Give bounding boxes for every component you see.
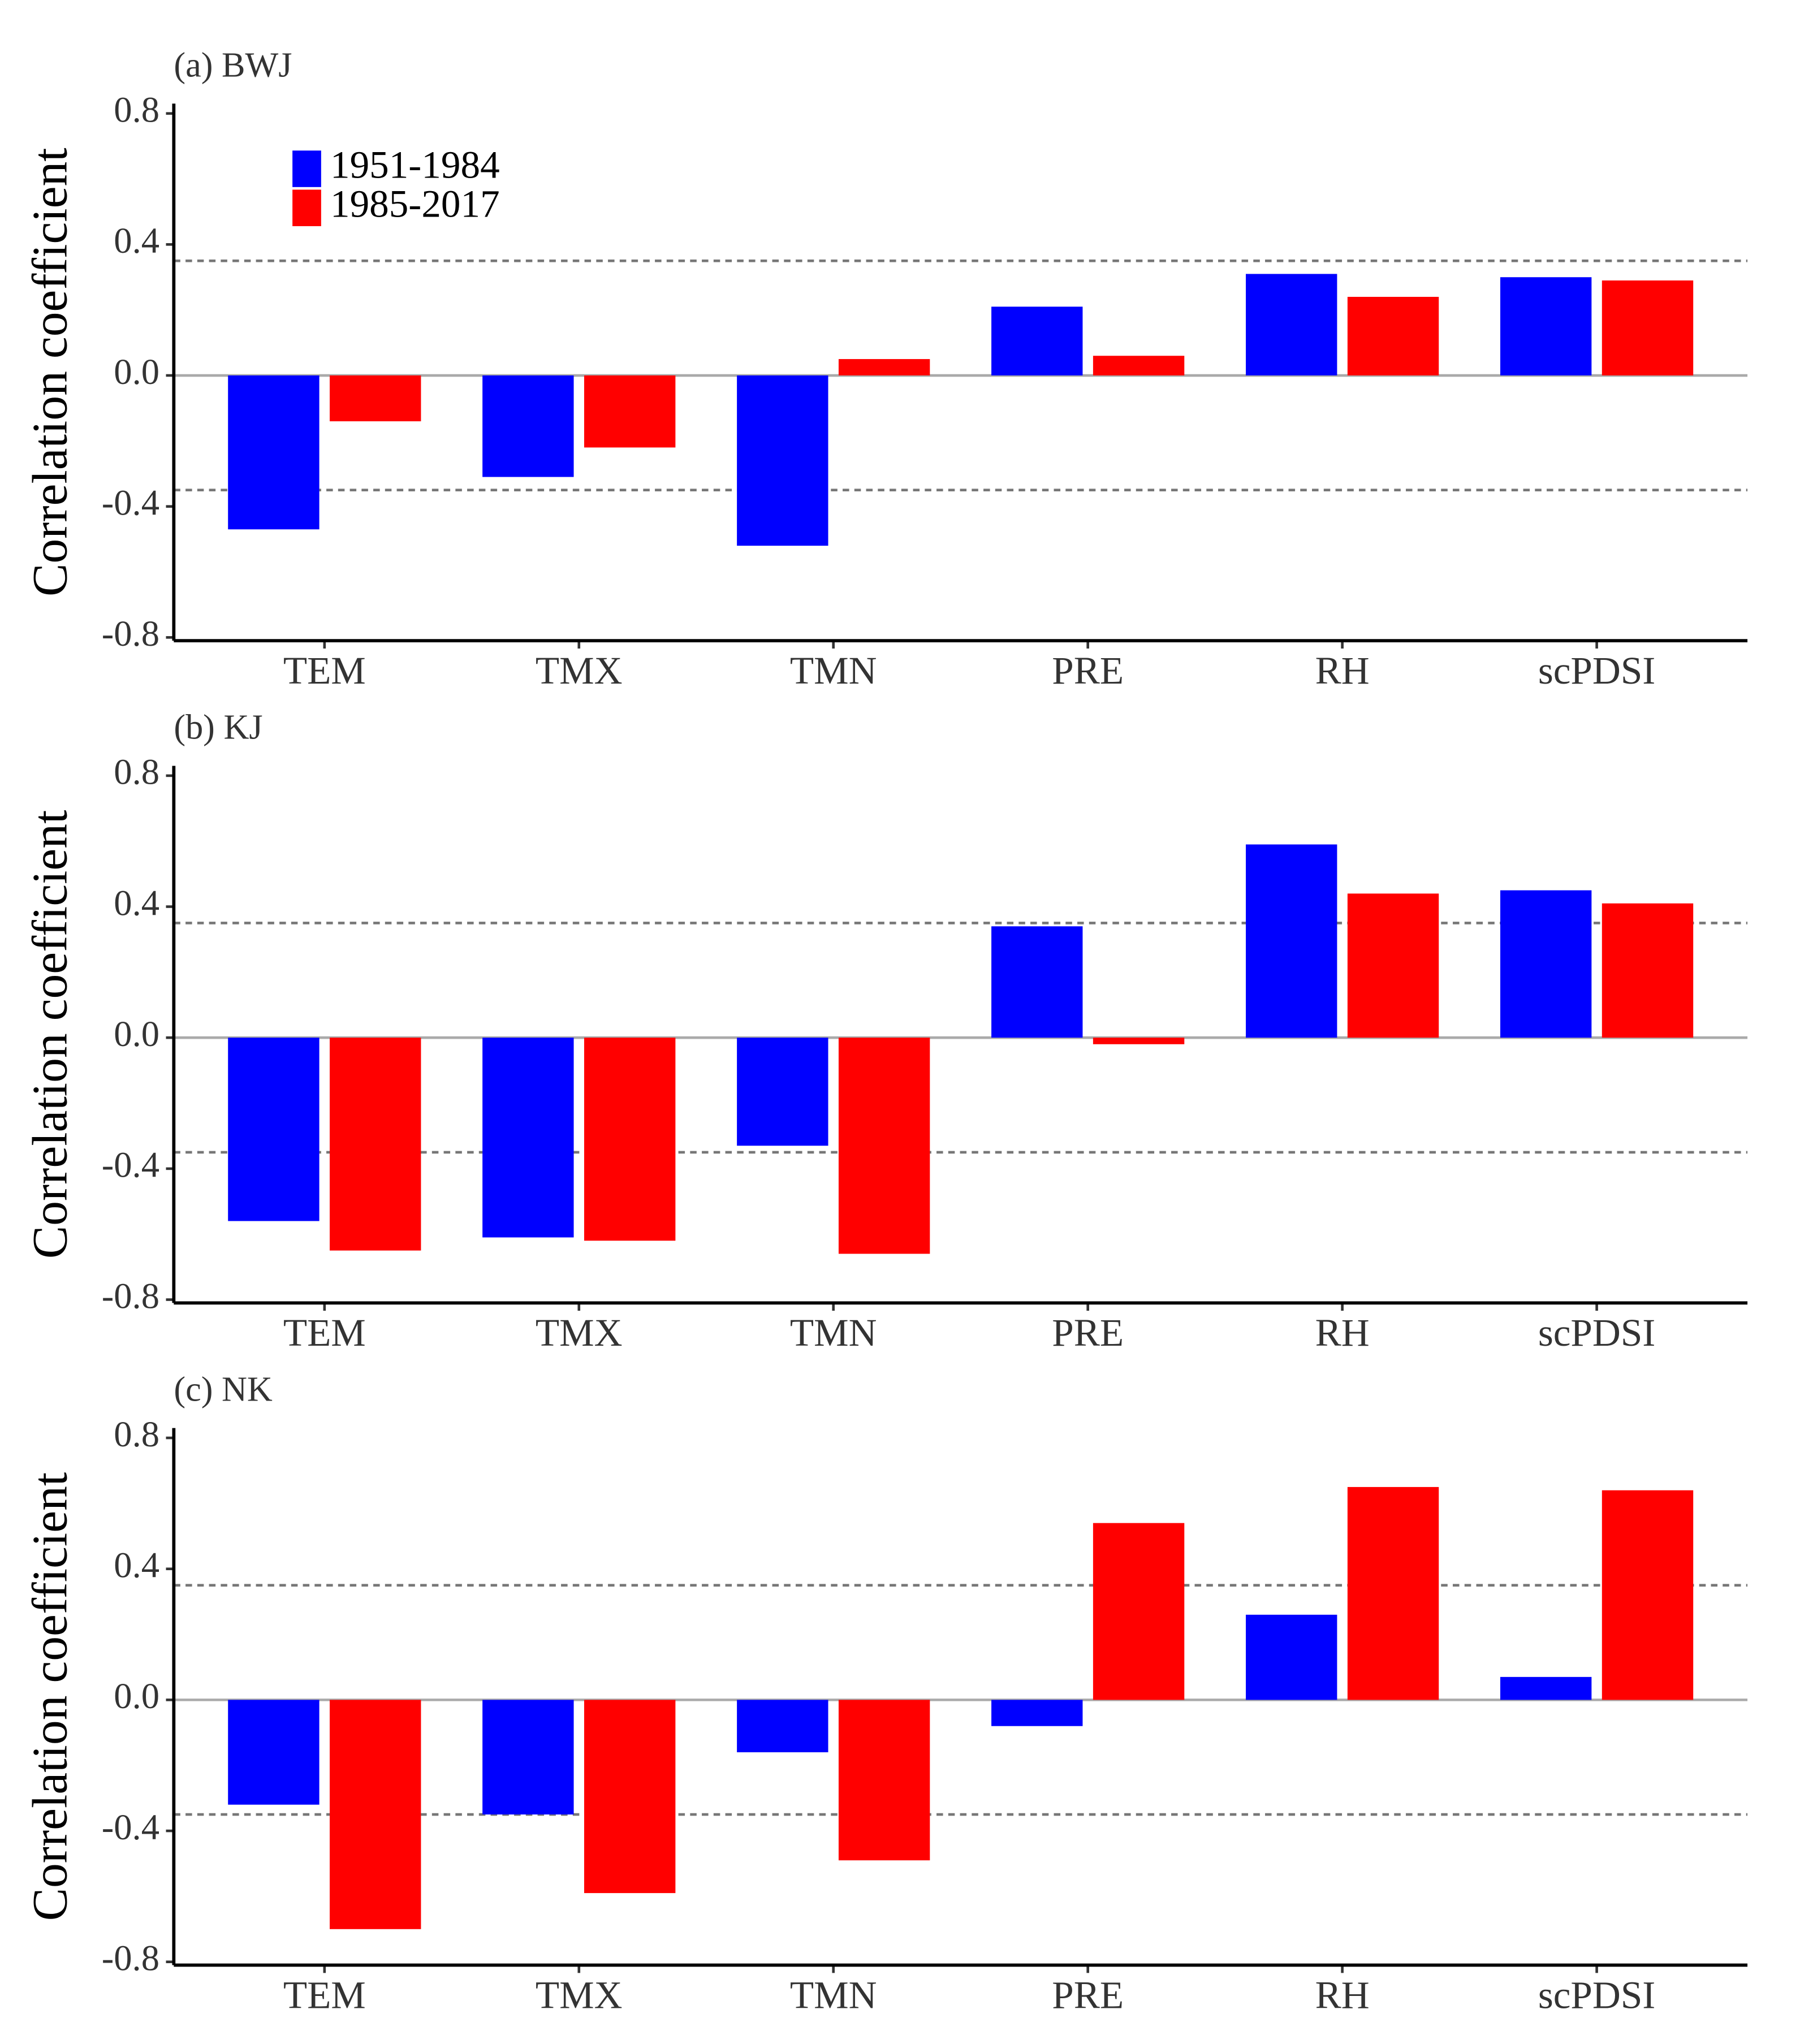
x-tick-label: scPDSI <box>1538 1973 1656 2016</box>
bar <box>737 1038 828 1146</box>
bar <box>1246 1614 1337 1700</box>
x-tick-label: PRE <box>1052 1973 1124 2016</box>
bar <box>737 1700 828 1753</box>
panel-title: (b) KJ <box>174 708 262 747</box>
bar <box>1093 356 1185 376</box>
y-tick-label: -0.4 <box>102 1144 159 1185</box>
x-tick-label: TMX <box>536 1973 623 2016</box>
bar <box>737 375 828 546</box>
y-tick-label: -0.8 <box>102 1938 159 1978</box>
x-tick-label: TMN <box>790 649 877 692</box>
legend-label: 1985-2017 <box>330 182 500 226</box>
bar <box>228 375 320 530</box>
bar <box>584 375 676 448</box>
panel-title: (c) NK <box>174 1371 273 1409</box>
bar <box>482 1038 574 1238</box>
legend-swatch <box>292 189 321 227</box>
x-tick-label: RH <box>1315 1311 1370 1354</box>
panel-title: (a) BWJ <box>174 46 292 84</box>
x-tick-label: scPDSI <box>1538 1311 1656 1354</box>
bar <box>1602 1490 1694 1700</box>
bar <box>1347 1486 1439 1700</box>
x-tick-label: TMN <box>790 1973 877 2016</box>
y-tick-label: 0.8 <box>114 89 159 129</box>
y-tick-label: 0.4 <box>114 1545 159 1585</box>
bar <box>330 1700 421 1929</box>
y-tick-label: 0.4 <box>114 220 159 261</box>
bar <box>1500 1676 1592 1700</box>
y-tick-label: 0.0 <box>114 351 159 392</box>
y-axis-label: Correlation coefficient <box>23 148 77 597</box>
x-tick-label: TEM <box>283 1973 366 2016</box>
bar <box>228 1700 320 1805</box>
x-tick-label: scPDSI <box>1538 649 1656 692</box>
bar <box>991 306 1083 376</box>
bar <box>482 1700 574 1815</box>
bar <box>838 359 930 376</box>
x-tick-label: RH <box>1315 649 1370 692</box>
bar <box>1602 903 1694 1038</box>
bar <box>1246 274 1337 376</box>
x-tick-label: PRE <box>1052 649 1124 692</box>
x-tick-label: TEM <box>283 1311 366 1354</box>
y-tick-label: 0.0 <box>114 1013 159 1054</box>
bar <box>1347 297 1439 376</box>
y-axis-label: Correlation coefficient <box>23 810 77 1259</box>
bar <box>991 1700 1083 1726</box>
x-tick-label: TEM <box>283 649 366 692</box>
bar <box>1500 277 1592 376</box>
bar <box>584 1700 676 1894</box>
legend-label: 1951-1984 <box>330 142 500 186</box>
bar <box>838 1038 930 1254</box>
bar <box>1246 844 1337 1038</box>
y-tick-label: -0.8 <box>102 1275 159 1316</box>
x-tick-label: TMN <box>790 1311 877 1354</box>
y-tick-label: 0.4 <box>114 882 159 923</box>
bar <box>330 1038 421 1251</box>
x-tick-label: TMX <box>536 1311 623 1354</box>
bar <box>1602 280 1694 376</box>
bar <box>1093 1038 1185 1044</box>
y-tick-label: 0.0 <box>114 1675 159 1716</box>
bar <box>1347 893 1439 1038</box>
y-axis-label: Correlation coefficient <box>23 1472 77 1921</box>
x-tick-label: PRE <box>1052 1311 1124 1354</box>
legend-swatch <box>292 150 321 187</box>
bar <box>330 375 421 422</box>
bar <box>1093 1523 1185 1700</box>
bar <box>584 1038 676 1241</box>
bar <box>482 375 574 477</box>
y-tick-label: -0.4 <box>102 1807 159 1847</box>
bar <box>838 1700 930 1861</box>
y-tick-label: -0.8 <box>102 613 159 654</box>
y-tick-label: -0.4 <box>102 482 159 522</box>
x-tick-label: TMX <box>536 649 623 692</box>
bar <box>1500 890 1592 1038</box>
x-tick-label: RH <box>1315 1973 1370 2016</box>
bar <box>228 1038 320 1221</box>
y-tick-label: 0.8 <box>114 751 159 792</box>
bar <box>991 926 1083 1038</box>
y-tick-label: 0.8 <box>114 1414 159 1454</box>
